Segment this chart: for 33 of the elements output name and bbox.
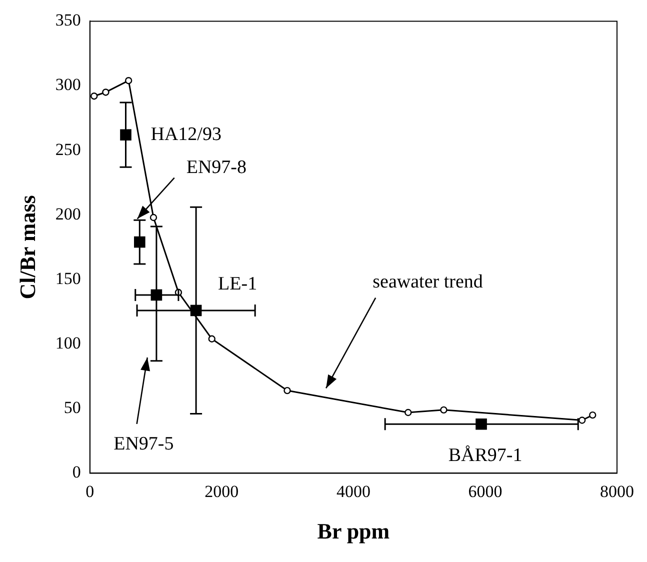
- annotation: EN97-5: [114, 433, 174, 454]
- x-tick-label: 2000: [204, 482, 239, 501]
- point: [284, 386, 291, 394]
- point: [124, 77, 132, 84]
- annotation: EN97-8: [186, 156, 246, 178]
- annotation: seawater trend: [372, 271, 484, 292]
- annotation: BÅR97-1: [448, 445, 522, 466]
- y-axis-title: Cl/Br mass: [14, 194, 40, 300]
- point: [120, 129, 132, 141]
- x-axis-title: Br ppm: [317, 518, 390, 544]
- y-tick-label: 200: [55, 204, 81, 224]
- y-tick-label: 100: [55, 334, 81, 353]
- x-tick-label: 0: [86, 482, 94, 501]
- x-tick-label: 8000: [600, 482, 634, 501]
- point: [440, 406, 448, 414]
- point: [150, 214, 158, 222]
- x-tick-label: 6000: [468, 482, 502, 501]
- annotation: HA12/93: [150, 124, 222, 145]
- y-tick-label: 150: [55, 268, 81, 288]
- point: [589, 411, 596, 419]
- point: [208, 335, 216, 342]
- point: [404, 408, 412, 416]
- y-tick-label: 50: [64, 398, 81, 418]
- point: [90, 92, 98, 100]
- point: [578, 416, 586, 424]
- y-tick-label: 300: [55, 75, 81, 94]
- y-tick-label: 0: [72, 462, 81, 482]
- y-tick-label: 250: [55, 140, 81, 159]
- point: [476, 418, 487, 430]
- x-tick-label: 4000: [336, 482, 370, 501]
- point: [102, 88, 110, 96]
- annotation: LE-1: [218, 273, 258, 294]
- y-tick-label: 350: [55, 10, 81, 30]
